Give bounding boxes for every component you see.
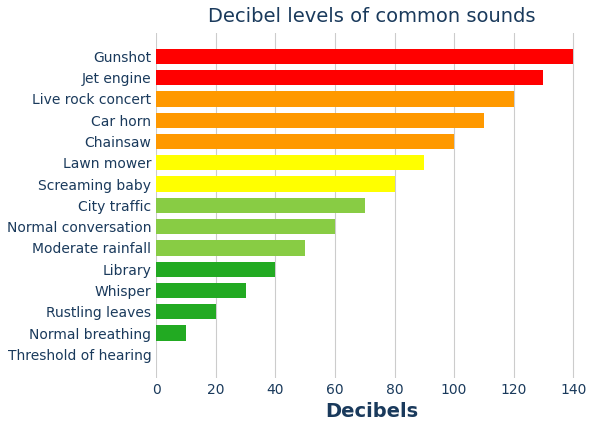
Bar bbox=[156, 325, 186, 341]
Bar bbox=[156, 198, 365, 213]
Bar bbox=[156, 134, 454, 149]
Bar bbox=[156, 304, 216, 319]
Bar bbox=[156, 155, 424, 170]
Bar bbox=[156, 91, 513, 107]
X-axis label: Decibels: Decibels bbox=[325, 402, 419, 421]
Bar bbox=[156, 219, 335, 234]
Title: Decibel levels of common sounds: Decibel levels of common sounds bbox=[208, 7, 536, 26]
Bar bbox=[156, 283, 246, 298]
Bar bbox=[156, 240, 305, 256]
Bar bbox=[156, 262, 275, 277]
Bar bbox=[156, 176, 394, 192]
Bar bbox=[156, 113, 484, 128]
Bar bbox=[156, 70, 543, 85]
Bar bbox=[156, 49, 573, 64]
